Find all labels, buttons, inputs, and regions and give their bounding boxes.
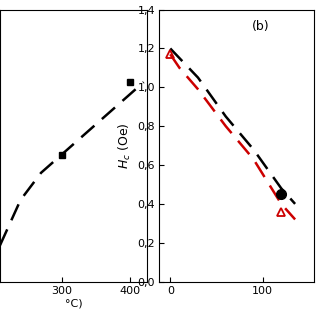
Text: (b): (b): [252, 20, 269, 34]
X-axis label: °C): °C): [65, 299, 82, 308]
Y-axis label: $H_c$ (Oe): $H_c$ (Oe): [117, 122, 133, 169]
